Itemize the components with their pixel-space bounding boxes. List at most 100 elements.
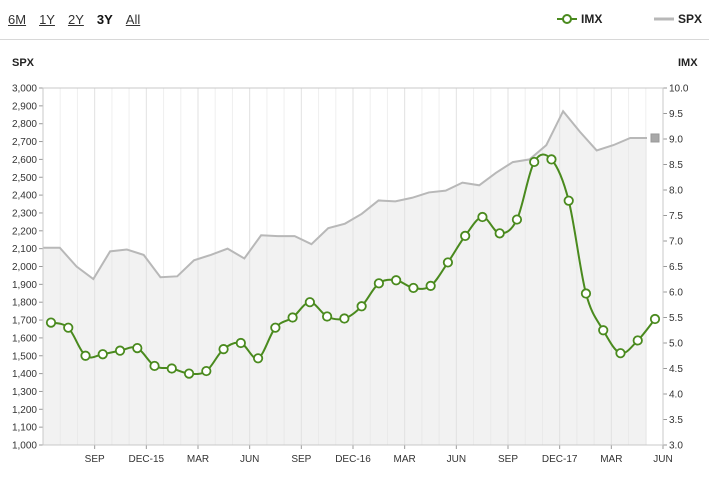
left-axis-tick-label: 1,700 bbox=[12, 316, 37, 327]
spx-legend-icon bbox=[654, 17, 674, 21]
right-axis-tick-label: 3.0 bbox=[669, 441, 683, 452]
imx-data-point bbox=[649, 313, 661, 325]
imx-legend-icon bbox=[557, 14, 577, 24]
left-axis-tick-label: 1,300 bbox=[12, 387, 37, 398]
imx-data-point bbox=[477, 211, 488, 223]
right-axis-tick-label: 6.5 bbox=[669, 262, 683, 273]
right-axis-tick-label: 4.0 bbox=[669, 390, 683, 401]
right-axis-tick-label: 5.0 bbox=[669, 339, 683, 350]
imx-data-point bbox=[114, 345, 126, 356]
imx-data-point bbox=[339, 313, 350, 324]
x-axis-tick-label: MAR bbox=[600, 454, 622, 465]
left-axis-tick-label: 2,500 bbox=[12, 173, 37, 184]
imx-data-point bbox=[63, 322, 74, 333]
range-1y-button[interactable]: 1Y bbox=[39, 12, 55, 27]
imx-data-point bbox=[391, 275, 402, 286]
imx-data-point bbox=[201, 365, 212, 377]
left-axis-tick-label: 2,400 bbox=[12, 191, 37, 202]
right-axis-title: IMX bbox=[678, 57, 698, 69]
x-axis-tick-label: SEP bbox=[498, 454, 518, 465]
x-axis-tick-label: DEC-17 bbox=[542, 454, 578, 465]
spx-last-marker bbox=[650, 133, 660, 143]
range-selector: 6M 1Y 2Y 3Y All bbox=[8, 12, 153, 27]
legend-label-spx: SPX bbox=[678, 12, 703, 26]
imx-data-point bbox=[425, 280, 436, 291]
imx-data-point bbox=[442, 257, 454, 268]
imx-data-point bbox=[149, 360, 160, 372]
x-axis-tick-label: SEP bbox=[85, 454, 105, 465]
right-axis-tick-label: 8.0 bbox=[669, 186, 683, 197]
left-axis-tick-label: 1,900 bbox=[12, 280, 37, 291]
legend-item-spx[interactable]: SPX bbox=[654, 12, 702, 26]
imx-data-point bbox=[287, 312, 298, 323]
imx-data-point bbox=[45, 317, 57, 328]
left-axis-tick-label: 1,500 bbox=[12, 351, 37, 362]
left-axis-tick-label: 1,200 bbox=[12, 405, 37, 416]
plot-border bbox=[42, 87, 664, 446]
right-axis-tick-label: 7.0 bbox=[669, 237, 683, 248]
range-all-button[interactable]: All bbox=[125, 12, 141, 27]
imx-data-point bbox=[563, 195, 574, 206]
right-axis-tick-label: 9.0 bbox=[669, 135, 683, 146]
left-axis-tick-label: 2,600 bbox=[12, 155, 37, 166]
imx-data-point bbox=[408, 282, 419, 294]
range-6m-button[interactable]: 6M bbox=[8, 12, 27, 27]
right-axis-tick-label: 6.0 bbox=[669, 288, 683, 299]
imx-data-point bbox=[183, 368, 195, 379]
imx-data-point bbox=[252, 353, 264, 364]
legend-item-imx[interactable]: IMX bbox=[557, 12, 602, 26]
left-axis-tick-label: 1,800 bbox=[12, 298, 37, 309]
imx-data-point bbox=[270, 322, 281, 333]
imx-data-point bbox=[304, 297, 315, 308]
x-axis-tick-label: SEP bbox=[291, 454, 311, 465]
imx-data-point bbox=[80, 350, 91, 361]
x-axis-tick-label: JUN bbox=[653, 454, 672, 465]
spx-series-line bbox=[43, 109, 647, 281]
right-axis-tick-label: 4.5 bbox=[669, 364, 683, 375]
imx-data-point bbox=[632, 335, 643, 346]
imx-data-point bbox=[598, 325, 609, 336]
right-axis-tick-label: 9.5 bbox=[669, 109, 683, 120]
left-axis-tick-label: 2,100 bbox=[12, 244, 37, 255]
left-axis-tick-label: 2,300 bbox=[12, 208, 37, 219]
imx-data-point bbox=[615, 348, 626, 359]
left-axis-tick-label: 2,800 bbox=[12, 119, 37, 130]
left-axis-title: SPX bbox=[12, 57, 35, 69]
imx-data-point bbox=[546, 154, 557, 165]
left-axis-tick-label: 1,400 bbox=[12, 369, 37, 380]
x-axis-tick-label: MAR bbox=[187, 454, 209, 465]
right-axis-tick-label: 5.5 bbox=[669, 313, 683, 324]
left-axis-tick-label: 2,000 bbox=[12, 262, 37, 273]
left-axis-tick-label: 2,900 bbox=[12, 101, 37, 112]
left-axis-tick-label: 3,000 bbox=[12, 84, 37, 95]
left-axis-tick-label: 1,600 bbox=[12, 333, 37, 344]
imx-data-point bbox=[322, 311, 333, 322]
right-axis-tick-label: 10.0 bbox=[669, 84, 689, 95]
imx-data-point bbox=[166, 363, 177, 374]
right-axis-tick-label: 3.5 bbox=[669, 415, 683, 426]
imx-data-point bbox=[235, 337, 246, 349]
legend-label-imx: IMX bbox=[581, 12, 603, 26]
imx-data-point bbox=[132, 342, 143, 354]
spx-area-fill bbox=[43, 111, 647, 445]
imx-data-point bbox=[529, 156, 540, 168]
range-2y-button[interactable]: 2Y bbox=[67, 12, 84, 27]
imx-data-point bbox=[218, 344, 229, 355]
left-axis-tick-label: 1,000 bbox=[12, 441, 37, 452]
x-axis-tick-label: DEC-16 bbox=[335, 454, 371, 465]
imx-data-point bbox=[494, 228, 505, 239]
left-axis-tick-label: 1,100 bbox=[12, 423, 37, 434]
right-axis-tick-label: 8.5 bbox=[669, 160, 683, 171]
x-axis-tick-label: JUN bbox=[240, 454, 259, 465]
range-3y-button[interactable]: 3Y bbox=[96, 12, 113, 27]
left-axis-tick-label: 2,700 bbox=[12, 137, 37, 148]
imx-data-point bbox=[373, 278, 384, 289]
x-axis-tick-label: JUN bbox=[447, 454, 466, 465]
chart-toolbar: 6M 1Y 2Y 3Y All IMX SPX bbox=[0, 0, 709, 40]
imx-data-point bbox=[580, 288, 592, 299]
imx-data-point bbox=[511, 214, 523, 225]
right-axis-tick-label: 7.5 bbox=[669, 211, 683, 222]
imx-data-point bbox=[356, 301, 367, 312]
imx-data-point bbox=[97, 349, 108, 360]
